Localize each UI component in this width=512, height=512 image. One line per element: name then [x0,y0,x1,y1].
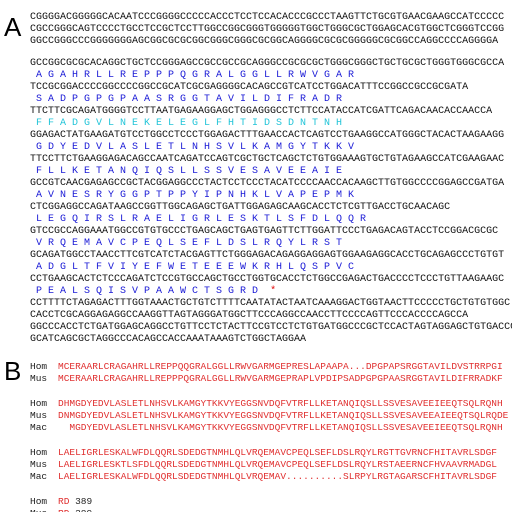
alignment-sequence: LAELIGRLESKALWFDLQQRLSDEDGTNMHLQLVRQEMAV… [58,447,497,459]
alignment-sequence: MGDYEDVLASLETLNHSVLKAMGYTKKVYEGGSNVDQFVT… [58,422,503,434]
alignment-sequence: RD 389 [58,508,92,512]
protein-line: P E A L S Q I S V P A A W C T S G R D * [36,286,277,297]
dna-line: GGCCGGGCCCGGGGGGGAGCGGCGCGCGGCGGGCGGGCGC… [30,36,499,47]
alignment-sequence: DHMGDYEDVLASLETLNHSVLKAMGYTKKVYEGGSNVDQF… [58,398,503,410]
dna-line: GGCCCACCTCTGATGGAGCAGGCCTGTTCCTCTACTTCCG… [30,322,512,333]
sequence: RD [58,496,70,507]
species-label: Hom [30,398,48,409]
protein-line: V R Q E M A V C P E Q L S E F L D S L R … [36,238,343,249]
species-label: Mus [30,373,48,384]
dna-line: CCTGAAGCACTCTCCCAGATCTCCGTGCCAGCTGCCTGGT… [30,274,505,285]
dna-line: GCATCAGCGCTAGGCCCACAGCCACCAAATAAAGTCTGGC… [30,334,307,345]
sequence: DHMGDYEDVLASLETLNHSVLKAMGYTKKVYEGGSNVDQF… [58,398,503,409]
protein-line: A G A H R L L R E P P P Q G R A L G G L … [36,70,355,81]
alignment-sequence: DNMGDYEDVLASLETLNHSVLKAMGYTKKVYEGGSNVDQF… [58,410,508,422]
sequence: DNMGDYEDVLASLETLNHSVLKAMGYTKKVYEGGSNVDQF… [58,410,509,421]
protein-line: S A D P G P G P A A S R G G T A V I L D … [36,94,343,105]
sequence-length: 389 [75,496,93,507]
dna-line: GCCGTCAACGAGAGCCGCTACGGAGGCCCTACTCCTCCCT… [30,178,505,189]
dna-line: GCAGATGGCCTAACCTTCGTCATCTACGAGTTCTGGGAGA… [30,250,505,261]
dna-line: GCCGGCGCGCACAGGCTGCTCCGGGAGCCGCCGCCGCAGG… [30,58,505,69]
protein-line: L E G Q I R S L R A E L I G R L E S K T … [36,214,367,225]
species-label: Mus [30,410,48,421]
dna-line: CGGGGACGGGGGCACAATCCCGGGGCCCCCACCCTCCTCC… [30,12,505,23]
sequence: LAELIGRLESKALWFDLQQRLSDEDGTNMHLQLVRQEMAV… [58,447,497,458]
alignment-sequence: MCERAARLCRAGAHRLLREPPPQGRALGGLLRWVGARMGE… [58,373,503,385]
dna-line: GTCCGCCAGGAAATGGCCGTGTGCCCTGAGCAGCTGAGTG… [30,226,499,237]
alignment-sequence: LAELIGRLESKALWFDLQQRLSDEDGTNMHLQLVRQEMAV… [58,471,497,483]
panel-label: B [4,356,22,386]
dna-line: CCTTTTCTAGAGACTTTGGTAAACTGCTGTCTTTTCAATA… [30,298,511,309]
protein-line: F L L K E T A N Q I Q S L L S S V E S A … [36,166,343,177]
panel-label: A [4,12,22,42]
species-label: Mac [30,422,48,433]
dna-line: GGAGACTATGAAGATGTCCTGGCCTCCCTGGAGACTTTGA… [30,130,505,141]
species-label: Hom [30,447,48,458]
sequence: RD [58,508,69,512]
alignment-sequence: LAELIGRLESKTLSFDLQQRLSDEDGTNMHLQLVRQEMAV… [58,459,497,471]
species-label: Mus [30,459,48,470]
protein-line: A D G L T F V I Y E F W E T E E E W K R … [36,262,355,273]
alignment-sequence: MCERAARLCRAGAHRLLREPPQQGRALGGLLRWVGARMGE… [58,361,503,373]
stop-codon: * [270,286,277,297]
dna-line: TTCTTCGCAGATGGGGTCCTTAATGAGAAGGAGCTGGAGG… [30,106,493,117]
sequence: MGDYEDVLASLETLNHSVLKAMGYTKKVYEGGSNVDQFVT… [58,422,503,433]
protein-line: G D Y E D V L A S L E T L N H S V L K A … [36,142,355,153]
species-label: Mac [30,471,48,482]
alignment-sequence: RD 389 [58,496,92,508]
sequence: MCERAARLCRAGAHRLLREPPPQGRALGGLLRWVGARMGE… [58,373,503,384]
species-label: Hom [30,361,48,372]
species-label: Mus [30,508,47,512]
dna-line: CACCTCGCAGGAGAGGCCAAGGTTAGTAGGGATGGCTTCC… [30,310,469,321]
protein-line: F F A D G V L N E K E L E G L F H T I D … [36,118,343,129]
sequence: MCERAARLCRAGAHRLLREPPQQGRALGGLLRWVGARMGE… [58,361,503,372]
protein-line: A V N E S R Y G G P T P P Y I P N H K L … [36,190,355,201]
sequence-length: 389 [75,508,92,512]
dna-line: CTCGGAGGCCAGATAAGCCGGTTGGCAGAGCTGATTGGAG… [30,202,451,213]
dna-line: TTCCTTCTGAAGGAGACAGCCAATCAGATCCAGTCGCTGC… [30,154,505,165]
dna-line: TCCGCGGACCCCGGCCCCGGCCGCATCGCGAGGGGCACAG… [30,82,469,93]
sequence: LAELIGRLESKALWFDLQQRLSDEDGTNMHLQLVRQEMAV… [58,471,497,482]
dna-line: CGCCGGGCAGTCCCCTGCCTCCGCTCCTTGGCCGGCGGGT… [30,24,505,35]
sequence: LAELIGRLESKTLSFDLQQRLSDEDGTNMHLQLVRQEMAV… [58,459,497,470]
species-label: Hom [30,496,48,507]
